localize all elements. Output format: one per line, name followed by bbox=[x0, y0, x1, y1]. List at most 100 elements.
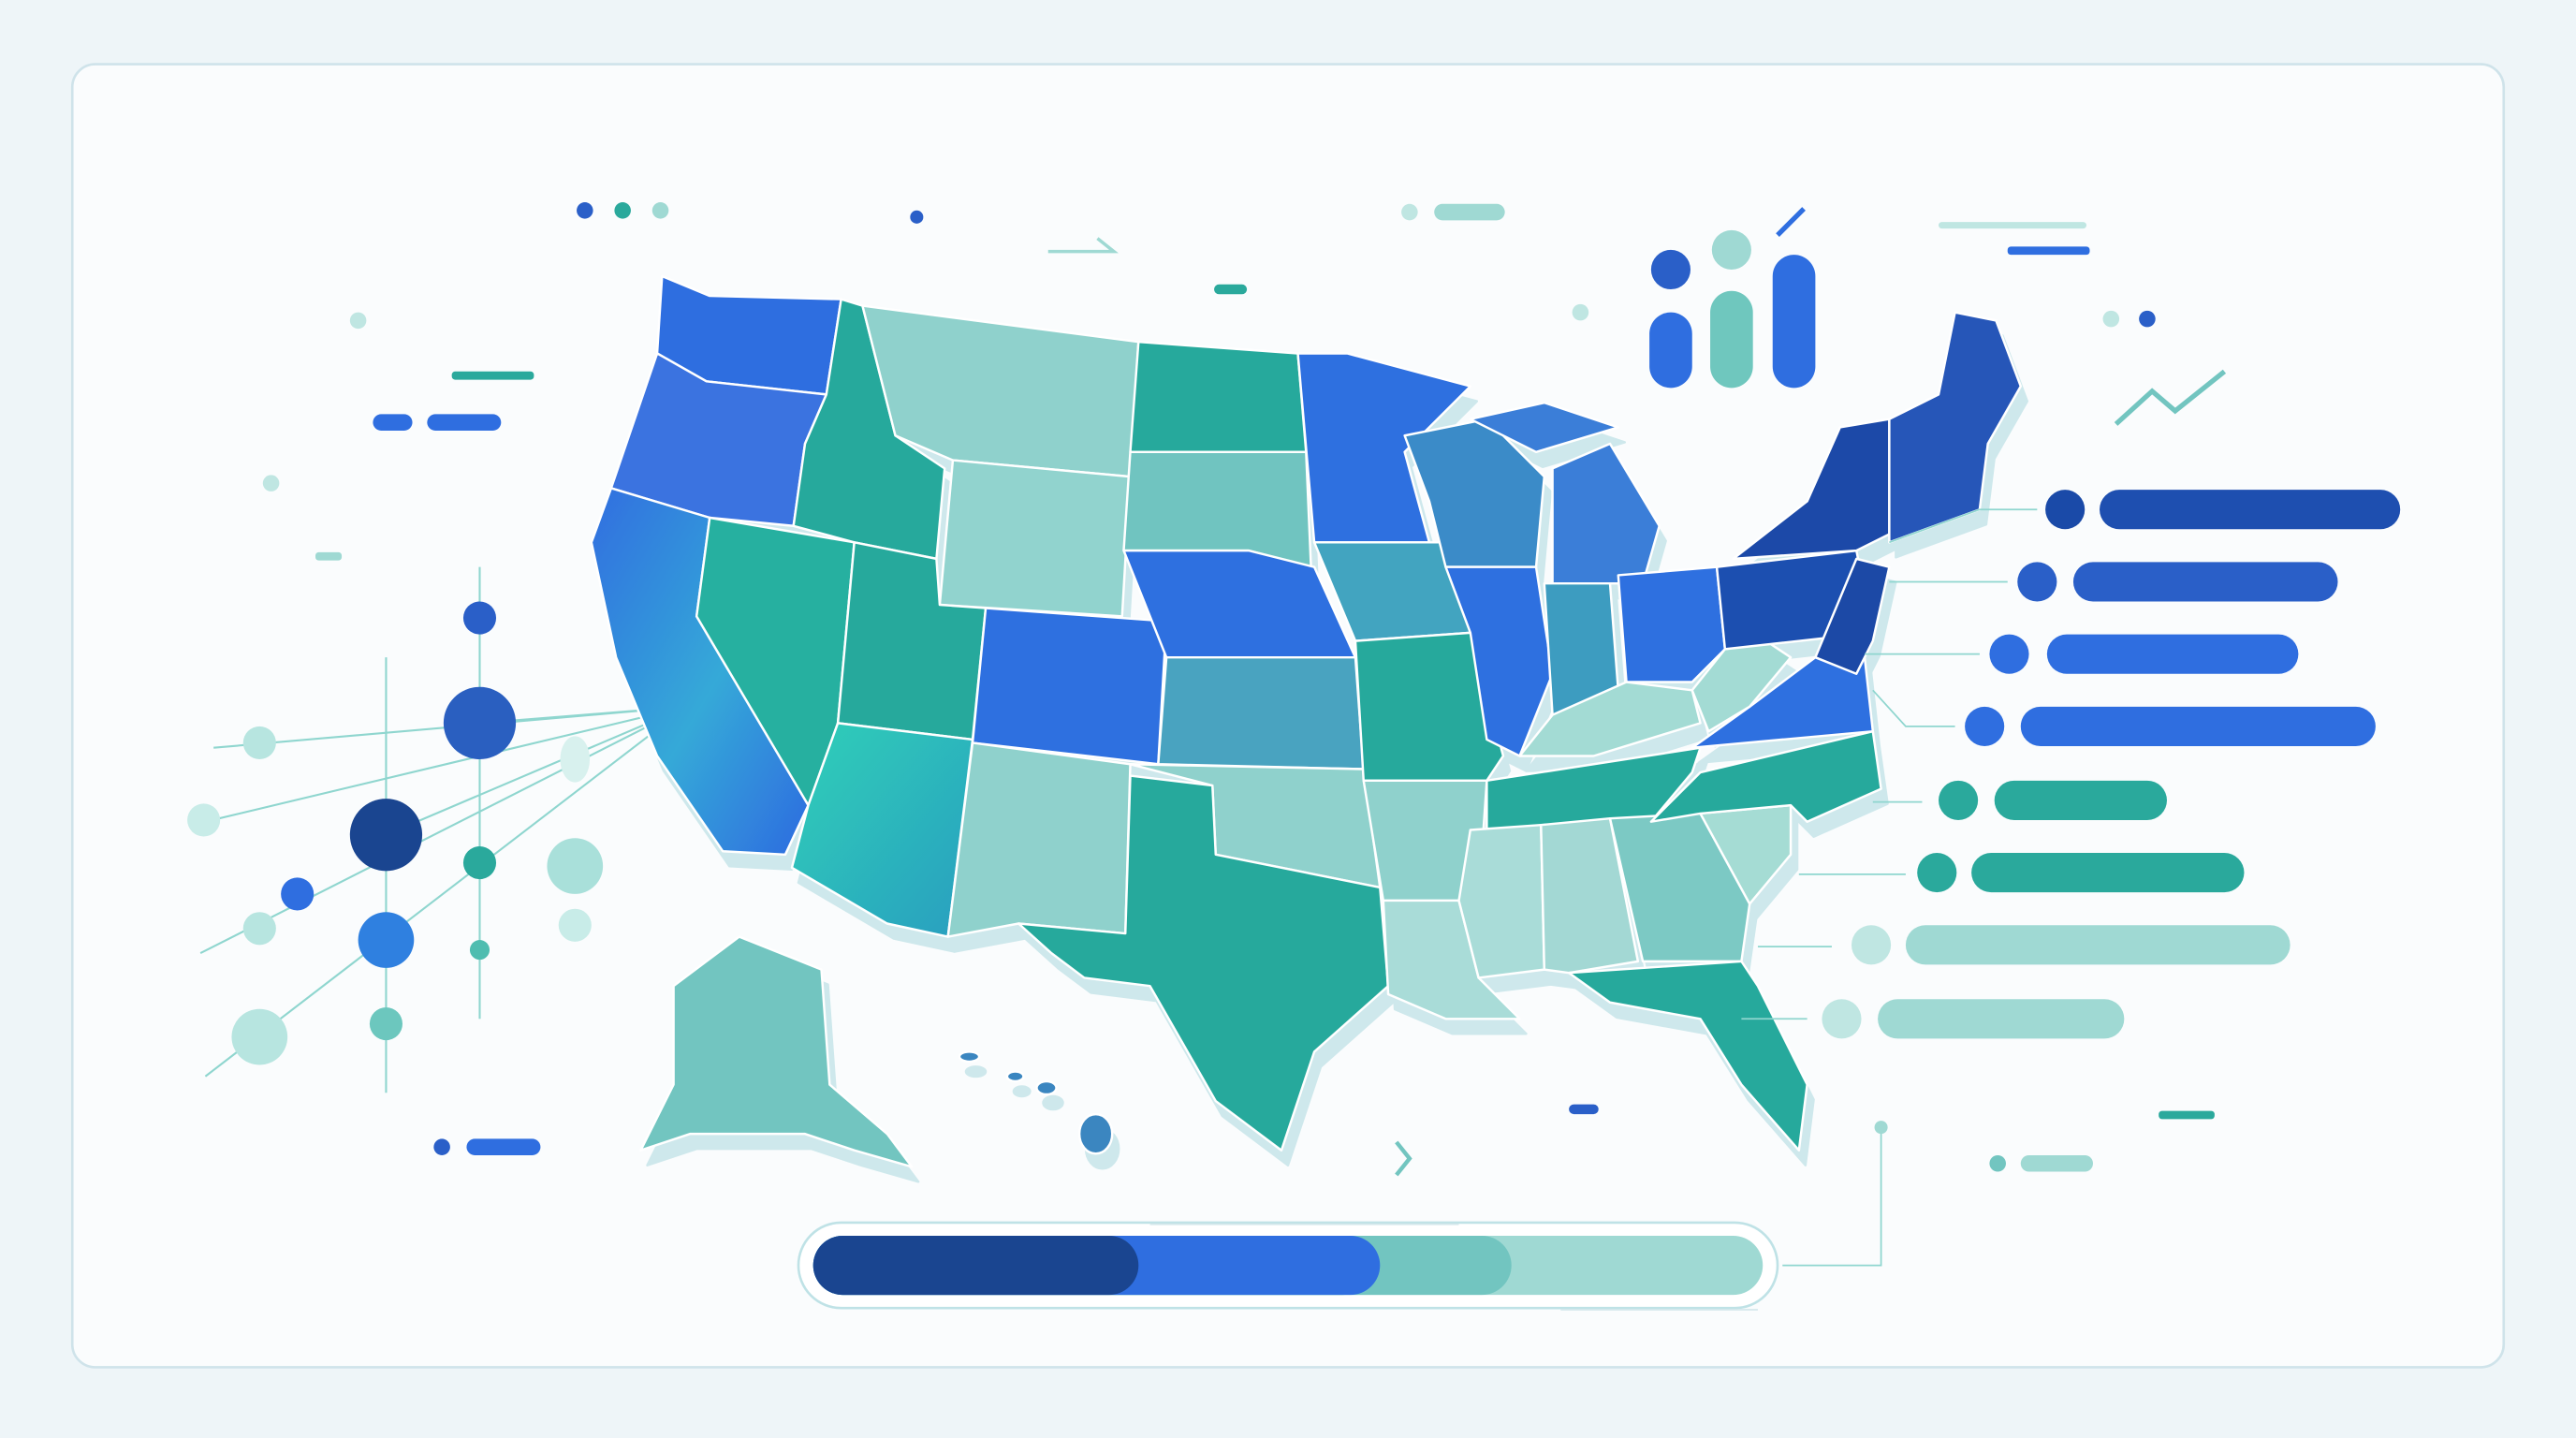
bar-icon bbox=[1989, 634, 2029, 674]
decoration bbox=[1395, 1140, 1412, 1177]
callout-line bbox=[1741, 508, 2038, 1267]
bar-icon bbox=[1822, 490, 2086, 1039]
network-graph bbox=[386, 705, 688, 836]
network-node bbox=[462, 846, 497, 880]
mini-bar-chart bbox=[2114, 369, 2227, 426]
network-node bbox=[281, 877, 315, 911]
decoration bbox=[614, 202, 631, 219]
decoration bbox=[2139, 310, 2156, 328]
state bbox=[1649, 729, 1882, 823]
bar-icon bbox=[1965, 706, 2005, 746]
state bbox=[1035, 1079, 1058, 1096]
state bbox=[1814, 557, 1891, 675]
callout-line bbox=[1872, 689, 1955, 727]
state bbox=[1617, 565, 1727, 683]
network-node bbox=[349, 799, 423, 872]
network-node bbox=[242, 912, 276, 946]
decoration bbox=[577, 202, 593, 219]
state bbox=[1486, 746, 1702, 831]
state bbox=[1540, 816, 1640, 975]
mini-bar-chart bbox=[1772, 255, 1816, 389]
horizontal-bar bbox=[1971, 853, 2245, 893]
decoration bbox=[349, 312, 367, 330]
segmented-bar bbox=[797, 1221, 1779, 1310]
callout-line bbox=[1782, 1130, 1882, 1267]
state bbox=[1551, 442, 1661, 585]
mini-bar-chart bbox=[1649, 312, 1692, 389]
decoration bbox=[1572, 303, 1589, 321]
decoration bbox=[1989, 1154, 2006, 1172]
network-node bbox=[242, 726, 276, 759]
network-graph bbox=[205, 705, 687, 823]
network-node bbox=[462, 601, 497, 635]
decoration bbox=[1569, 1104, 1599, 1115]
horizontal-bar bbox=[1878, 999, 2125, 1039]
network-node bbox=[469, 940, 490, 961]
state bbox=[639, 935, 914, 1168]
horizontal-bar bbox=[2072, 562, 2338, 602]
state bbox=[590, 274, 2023, 1168]
state bbox=[1005, 1070, 1025, 1083]
state bbox=[1157, 655, 1365, 770]
horizontal-bar bbox=[1994, 780, 2167, 820]
decoration bbox=[910, 210, 924, 224]
decoration bbox=[2159, 1110, 2215, 1120]
decoration bbox=[262, 202, 2215, 1311]
callout-line bbox=[1889, 508, 2038, 544]
horizontal-bar bbox=[2020, 706, 2376, 746]
network-graph bbox=[199, 705, 688, 955]
state bbox=[1354, 631, 1505, 783]
segmented-bar bbox=[812, 1235, 1139, 1296]
mini-bar-chart bbox=[1710, 290, 1753, 389]
network-node bbox=[443, 686, 517, 759]
bar-icon bbox=[2017, 562, 2057, 602]
horizontal-bar bbox=[2100, 490, 2401, 530]
map bbox=[590, 274, 2023, 1168]
bar-icon bbox=[2045, 490, 2086, 530]
mini-bar-chart bbox=[1650, 249, 1690, 290]
decoration bbox=[1874, 1121, 1888, 1135]
decoration bbox=[2007, 246, 2090, 256]
bar-icon bbox=[1852, 925, 1892, 965]
bar-icon bbox=[1917, 853, 1957, 893]
network-node bbox=[187, 601, 713, 1065]
decoration bbox=[451, 371, 534, 380]
network-node bbox=[187, 803, 221, 837]
network-node bbox=[560, 736, 591, 783]
state bbox=[1017, 774, 1390, 1152]
decoration bbox=[1047, 237, 1119, 254]
decoration bbox=[651, 202, 669, 219]
state bbox=[1469, 401, 1620, 454]
mini-bar-chart bbox=[1776, 207, 1806, 237]
decoration bbox=[315, 551, 343, 561]
decoration bbox=[466, 1138, 541, 1155]
decoration bbox=[1401, 203, 1418, 221]
network-node bbox=[547, 838, 604, 894]
decoration bbox=[427, 414, 502, 431]
horizontal-bar bbox=[1878, 490, 2401, 1039]
bar-icon bbox=[1939, 780, 1979, 820]
state bbox=[1567, 960, 1808, 1152]
state bbox=[938, 459, 1132, 618]
mini-bar-chart bbox=[1711, 229, 1751, 270]
decoration bbox=[1939, 222, 2086, 229]
decoration bbox=[2102, 310, 2120, 328]
decoration bbox=[1434, 203, 1505, 221]
horizontal-bar bbox=[2046, 634, 2299, 674]
decoration bbox=[2020, 1154, 2093, 1172]
state bbox=[971, 607, 1168, 766]
decoration bbox=[1214, 284, 1248, 295]
network-node bbox=[358, 912, 415, 968]
decoration bbox=[262, 475, 280, 492]
bar-icon bbox=[1822, 999, 1862, 1039]
state bbox=[958, 1050, 981, 1064]
state bbox=[1129, 340, 1308, 454]
network-node bbox=[369, 1007, 402, 1041]
decoration bbox=[373, 414, 413, 431]
horizontal-bar bbox=[1905, 925, 2291, 965]
decoration bbox=[433, 1138, 450, 1155]
network-node bbox=[231, 1008, 288, 1065]
